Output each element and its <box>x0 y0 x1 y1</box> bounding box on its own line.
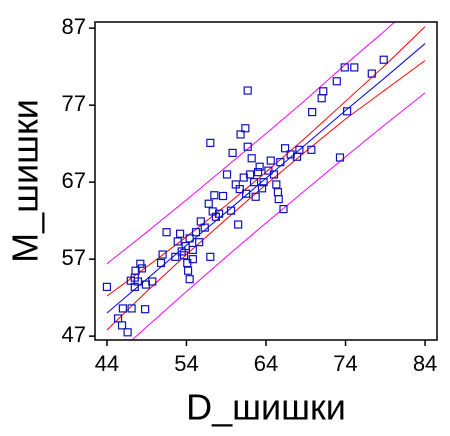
data-point <box>226 206 236 215</box>
data-point <box>350 63 359 72</box>
data-point <box>241 124 250 133</box>
data-point <box>343 107 352 116</box>
data-point <box>188 245 197 255</box>
x-tick-label: 74 <box>333 351 357 376</box>
data-point <box>367 69 376 78</box>
data-point <box>245 170 255 179</box>
data-point <box>162 228 171 237</box>
data-point <box>179 251 189 260</box>
x-tick-label: 84 <box>413 351 437 376</box>
data-point <box>123 328 132 337</box>
data-point <box>218 191 228 201</box>
data-point <box>243 142 252 151</box>
data-point <box>272 180 281 189</box>
data-point <box>317 94 326 103</box>
data-point <box>136 259 145 268</box>
fit-line <box>131 92 426 340</box>
data-point <box>251 192 260 201</box>
x-axis-title: D_шишки <box>186 387 346 428</box>
y-tick-label: 47 <box>62 322 86 347</box>
data-point <box>319 87 328 96</box>
data-point <box>273 188 283 197</box>
x-tick-label: 64 <box>254 351 278 376</box>
data-point <box>236 130 245 139</box>
data-point <box>118 304 127 313</box>
data-point <box>247 154 256 163</box>
data-point <box>214 209 224 218</box>
data-point <box>131 266 140 275</box>
data-point <box>276 158 285 167</box>
data-point <box>255 162 264 171</box>
data-point <box>340 63 349 72</box>
data-point <box>286 150 295 159</box>
data-point <box>257 184 267 193</box>
data-point <box>137 264 147 273</box>
data-point <box>234 220 243 229</box>
x-tick-label: 54 <box>174 351 198 376</box>
data-point <box>235 184 244 194</box>
y-tick-label: 77 <box>62 91 86 116</box>
data-point <box>332 77 341 86</box>
data-point <box>269 170 279 179</box>
data-point <box>266 156 275 165</box>
data-point <box>148 277 157 286</box>
data-point <box>183 266 193 275</box>
data-point <box>158 250 167 259</box>
data-point <box>185 234 194 243</box>
data-point <box>176 229 185 238</box>
data-point <box>307 145 316 154</box>
data-point <box>117 321 127 330</box>
data-point <box>222 170 232 179</box>
data-point <box>127 304 136 313</box>
data-point <box>171 252 180 261</box>
y-tick-label: 87 <box>62 14 86 39</box>
data-point <box>141 305 150 314</box>
fit-line <box>106 22 396 265</box>
data-point <box>133 277 143 286</box>
data-point <box>228 148 237 157</box>
data-point <box>206 138 215 147</box>
data-point <box>249 178 259 187</box>
data-point <box>379 55 388 64</box>
data-point <box>204 199 213 208</box>
fit-line <box>106 26 426 297</box>
data-point <box>274 194 283 204</box>
data-point <box>191 228 201 237</box>
data-point <box>156 258 166 268</box>
data-point <box>188 255 197 264</box>
data-point <box>173 237 182 246</box>
data-point <box>243 86 252 95</box>
data-point <box>102 282 112 291</box>
data-point <box>200 223 209 232</box>
y-axis-title: M_шишки <box>5 99 46 263</box>
data-point <box>206 252 215 261</box>
data-point <box>210 191 219 200</box>
data-point <box>308 107 317 117</box>
data-point <box>242 189 251 198</box>
y-tick-label: 67 <box>62 168 86 193</box>
data-point <box>280 144 290 153</box>
plot-area <box>102 22 426 340</box>
data-point <box>259 178 268 187</box>
data-point <box>279 205 288 214</box>
data-point <box>335 153 345 162</box>
y-tick-label: 57 <box>62 245 86 270</box>
data-point <box>253 168 263 177</box>
x-tick-label: 44 <box>95 351 119 376</box>
data-point <box>195 238 204 247</box>
data-point <box>185 275 194 284</box>
fit-line <box>106 60 426 331</box>
data-point <box>295 145 304 154</box>
